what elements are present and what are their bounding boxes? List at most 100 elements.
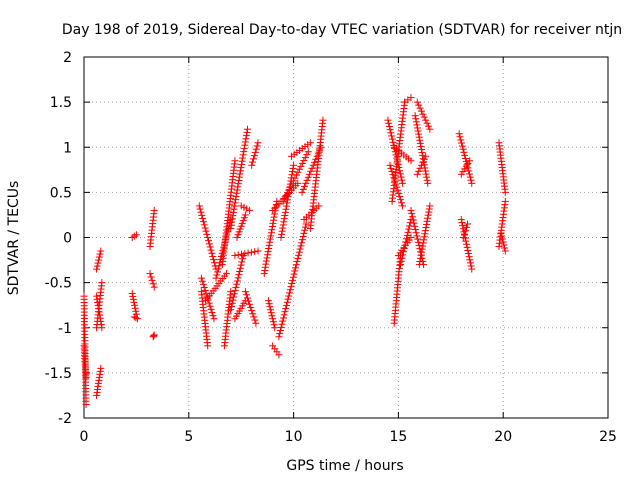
data-point <box>399 179 407 187</box>
data-points <box>80 94 509 408</box>
data-point <box>242 132 250 140</box>
data-point <box>420 236 428 244</box>
data-point <box>468 179 476 187</box>
data-point <box>298 159 306 167</box>
data-point <box>295 251 303 259</box>
data-point <box>270 213 278 221</box>
data-point <box>319 116 327 124</box>
data-point <box>304 148 312 156</box>
data-point <box>412 118 420 126</box>
data-point <box>210 256 218 264</box>
data-point <box>208 249 216 257</box>
data-point <box>302 179 310 187</box>
data-point <box>278 230 286 238</box>
data-point <box>422 152 430 160</box>
data-point <box>201 287 209 295</box>
data-point <box>239 255 247 263</box>
data-point <box>253 142 261 150</box>
data-point <box>94 302 102 310</box>
data-point <box>252 319 260 327</box>
data-point <box>307 167 315 175</box>
data-point <box>397 257 405 265</box>
data-point <box>388 132 396 140</box>
data-point <box>228 299 236 307</box>
data-point <box>296 245 304 253</box>
data-point <box>294 179 302 187</box>
data-point <box>227 303 235 311</box>
data-point <box>229 208 237 216</box>
data-point <box>279 197 287 205</box>
data-point <box>408 213 416 221</box>
data-point <box>231 252 239 260</box>
data-point <box>231 157 239 165</box>
data-point <box>416 136 424 144</box>
data-point <box>424 179 432 187</box>
data-point <box>275 333 283 341</box>
data-point <box>287 183 295 191</box>
data-point <box>396 261 404 269</box>
data-point <box>413 170 421 178</box>
data-point <box>387 164 395 172</box>
data-point <box>204 234 212 241</box>
data-point <box>465 253 473 261</box>
data-point <box>218 249 226 257</box>
data-point <box>242 291 250 299</box>
data-point <box>97 364 105 372</box>
data-point <box>235 176 243 184</box>
data-point <box>384 116 392 124</box>
data-point <box>96 250 104 258</box>
data-point <box>409 216 417 224</box>
data-point <box>243 294 251 302</box>
data-point <box>421 230 429 238</box>
data-point <box>209 252 217 260</box>
data-point <box>277 323 285 331</box>
data-point <box>261 266 269 274</box>
data-point <box>300 229 308 237</box>
data-point <box>394 186 402 194</box>
data-point <box>309 161 317 169</box>
data-point <box>281 208 289 216</box>
data-point <box>421 167 429 175</box>
data-point <box>282 192 290 200</box>
data-point <box>233 186 241 194</box>
data-point <box>414 127 422 135</box>
data-point <box>199 280 207 288</box>
data-point <box>230 205 238 213</box>
data-point <box>245 297 253 305</box>
data-point <box>500 241 508 249</box>
data-point <box>248 307 256 315</box>
data-point <box>227 306 235 314</box>
data-point <box>239 154 247 162</box>
data-point <box>248 161 256 169</box>
data-point <box>241 211 249 219</box>
data-point <box>129 295 137 303</box>
data-point <box>207 246 215 254</box>
data-point <box>234 251 242 259</box>
data-point <box>285 292 293 300</box>
data-point <box>385 122 393 130</box>
data-point <box>399 251 407 259</box>
data-point <box>298 239 306 247</box>
data-point <box>236 264 244 272</box>
data-point <box>264 248 272 256</box>
data-point <box>201 224 209 232</box>
data-point <box>150 332 158 340</box>
data-point <box>229 212 237 220</box>
data-point <box>267 229 275 237</box>
data-point <box>411 222 419 230</box>
data-point <box>499 238 507 246</box>
data-point <box>236 167 244 175</box>
data-point <box>418 149 426 157</box>
data-point <box>418 248 426 256</box>
data-point <box>468 265 476 273</box>
data-point <box>415 101 423 109</box>
data-point <box>96 311 104 319</box>
data-point <box>234 180 242 188</box>
data-point <box>196 205 204 213</box>
data-point <box>281 308 289 316</box>
data-point <box>247 248 255 256</box>
data-point <box>82 373 90 381</box>
data-point <box>233 277 241 285</box>
data-point <box>241 288 249 296</box>
data-point <box>413 98 421 106</box>
